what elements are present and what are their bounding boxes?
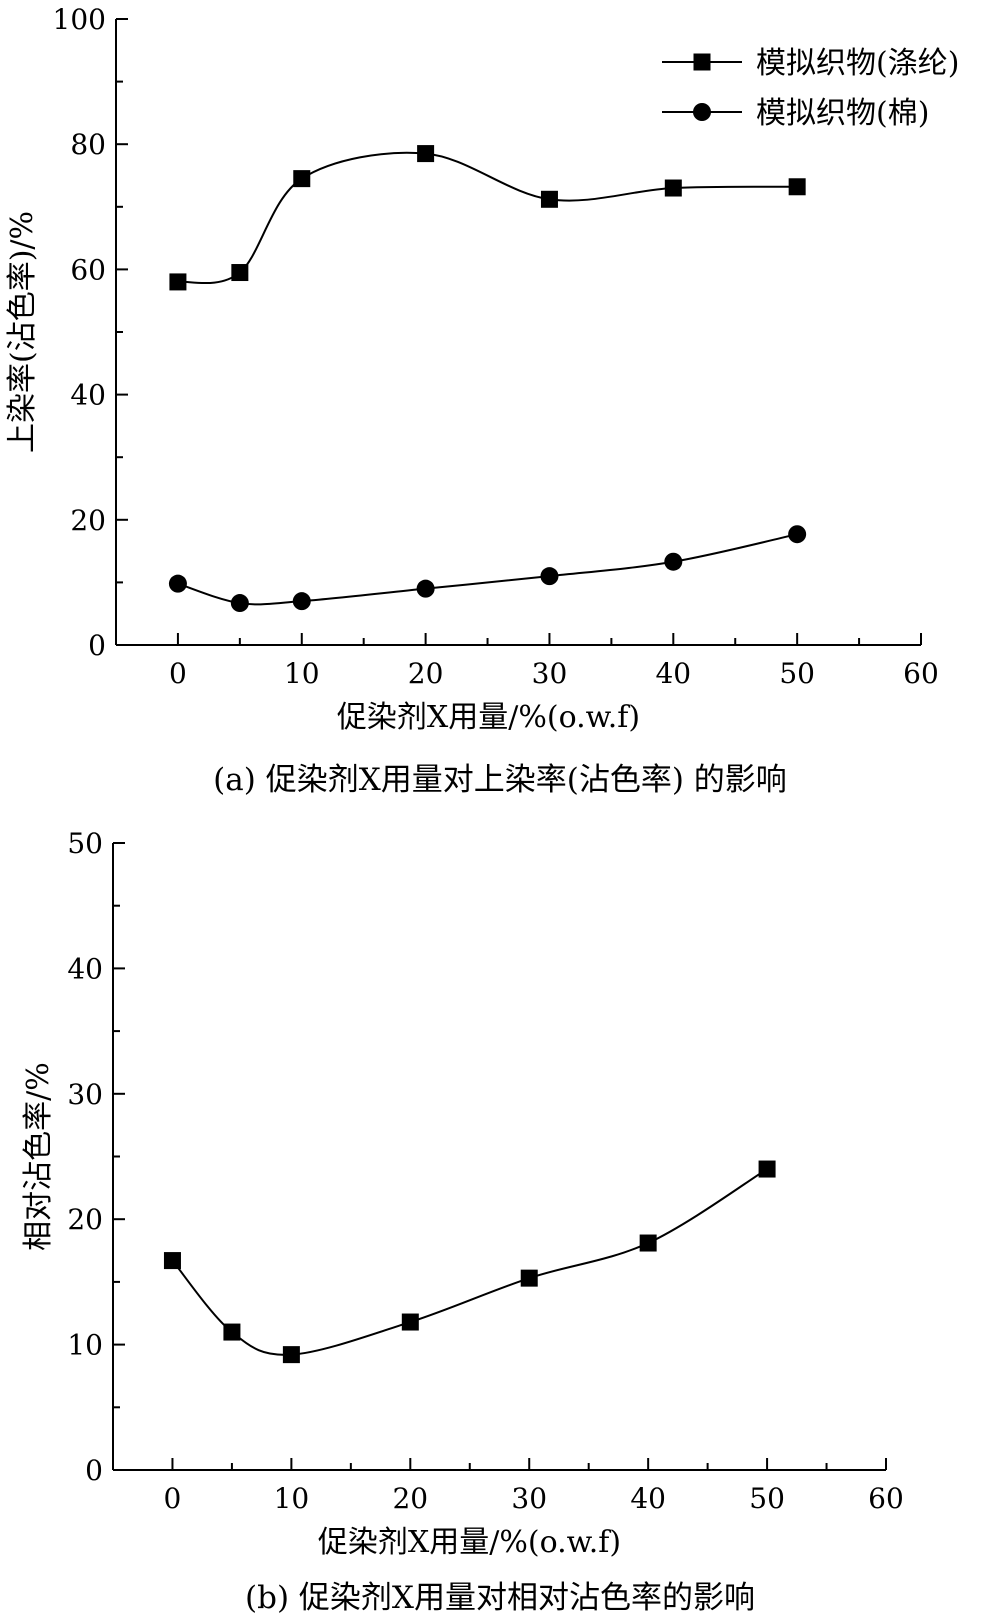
legend-label: 模拟织物(涤纶)	[756, 46, 959, 81]
series-1-point	[520, 1269, 538, 1287]
series-1-point	[540, 190, 558, 208]
series-1-point	[163, 1252, 181, 1270]
series-1-point	[169, 273, 187, 291]
legend-marker	[693, 53, 711, 71]
x-tick-label: 0	[164, 1482, 182, 1515]
x-tick-label: 10	[284, 657, 320, 690]
chart-panel-a: 0 10 20 30 40 50 60 0 20 40 60 80 100 促染剂X用量/%(o.w.f)…	[5, 3, 959, 798]
legend-label: 模拟织物(棉)	[756, 96, 929, 131]
x-tick-label: 60	[868, 1482, 904, 1515]
x-axis-title: 促染剂X用量/%(o.w.f)	[318, 1525, 621, 1560]
y-tick-label: 100	[53, 3, 106, 36]
series-2-point	[664, 552, 683, 571]
x-tick-label: 30	[511, 1482, 547, 1515]
figure-caption: (a) 促染剂X用量对上染率(沾色率) 的影响	[213, 762, 787, 798]
x-tick-label: 20	[392, 1482, 428, 1515]
series-1-point	[758, 1160, 776, 1178]
x-tick-label: 20	[408, 657, 444, 690]
y-axis-title: 上染率(沾色率)/%	[5, 211, 40, 453]
series-2-point	[540, 567, 559, 586]
x-tick-label: 40	[630, 1482, 666, 1515]
y-tick-label: 0	[88, 629, 106, 662]
series-2-point	[168, 574, 187, 593]
x-tick-label: 30	[532, 657, 568, 690]
series-1-point	[401, 1313, 419, 1331]
series-line-2	[177, 533, 798, 606]
series-2-point	[292, 592, 311, 611]
series-1-point	[639, 1234, 657, 1252]
y-axis-title: 相对沾色率/%	[21, 1062, 56, 1251]
series-1-point	[293, 170, 311, 188]
series-2-point	[230, 594, 249, 613]
x-tick-label: 50	[779, 657, 815, 690]
y-tick-label: 10	[67, 1329, 103, 1362]
series-2-point	[416, 579, 435, 598]
y-tick-label: 40	[70, 379, 106, 412]
y-tick-label: 50	[67, 827, 103, 860]
y-tick-label: 80	[70, 128, 106, 161]
x-tick-label: 10	[274, 1482, 310, 1515]
figure-caption: (b) 促染剂X用量对相对沾色率的影响	[245, 1580, 755, 1616]
series-1-point	[223, 1323, 241, 1341]
x-tick-label: 0	[169, 657, 187, 690]
series-1-point	[788, 178, 806, 196]
y-tick-label: 0	[85, 1454, 103, 1487]
y-tick-label: 20	[67, 1203, 103, 1236]
series-1-point	[231, 264, 249, 282]
legend-marker	[693, 103, 711, 121]
x-tick-label: 50	[749, 1482, 785, 1515]
y-tick-label: 30	[67, 1078, 103, 1111]
series-line-1	[177, 151, 798, 285]
y-tick-label: 40	[67, 952, 103, 985]
series-2-point	[788, 525, 807, 544]
x-axis-title: 促染剂X用量/%(o.w.f)	[337, 700, 640, 735]
x-tick-label: 60	[903, 657, 939, 690]
series-1-point	[417, 145, 435, 163]
series-1-point	[664, 179, 682, 197]
series-line-1	[171, 1168, 768, 1356]
x-tick-label: 40	[655, 657, 691, 690]
y-tick-label: 60	[70, 253, 106, 286]
y-tick-label: 20	[70, 504, 106, 537]
series-1-point	[282, 1346, 300, 1364]
chart-panel-b: 0 10 20 30 40 50 60 0 10 20 30 40 50 促染剂X用量/%(o.w.f) 相…	[21, 827, 904, 1616]
